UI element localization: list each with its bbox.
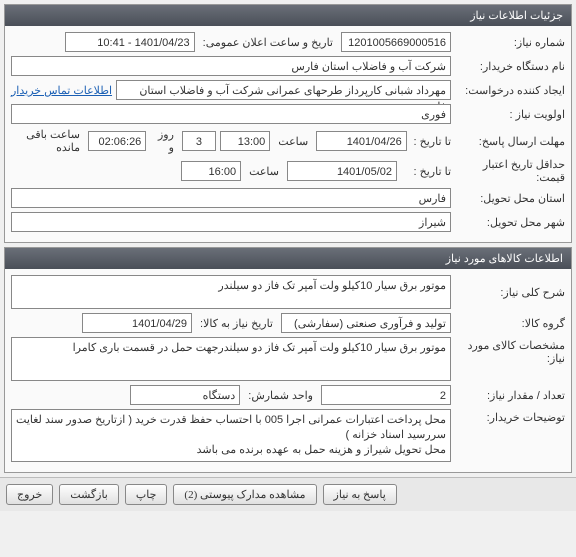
panel1-body: شماره نیاز: 1201005669000516 تاریخ و ساع…	[5, 26, 571, 242]
panel2-body: شرح کلی نیاز: موتور برق سیار 10کیلو ولت …	[5, 269, 571, 472]
row-qty: تعداد / مقدار نیاز: 2 واحد شمارش: دستگاه	[11, 385, 565, 405]
desc-label: شرح کلی نیاز:	[455, 286, 565, 299]
days-field: 3	[182, 131, 216, 151]
need-number-label: شماره نیاز:	[455, 36, 565, 49]
row-buyer: نام دستگاه خریدار: شرکت آب و فاضلاب استا…	[11, 56, 565, 76]
days-label: روز و	[150, 128, 178, 154]
creator-label: ایجاد کننده درخواست:	[455, 84, 565, 97]
deadline-label: مهلت ارسال پاسخ:	[455, 135, 565, 148]
buyer-label: نام دستگاه خریدار:	[455, 60, 565, 73]
need-date-label: تاریخ نیاز به کالا:	[196, 317, 277, 330]
priority-field: فوری	[11, 104, 451, 124]
buyer-contact-link[interactable]: اطلاعات تماس خریدار	[11, 84, 112, 97]
group-label: گروه کالا:	[455, 317, 565, 330]
row-group: گروه کالا: تولید و فرآوری صنعتی (سفارشی)…	[11, 313, 565, 333]
city-label: شهر محل تحویل:	[455, 216, 565, 229]
desc-field: موتور برق سیار 10کیلو ولت آمپر تک فاز دو…	[11, 275, 451, 309]
deadline-time-field: 13:00	[220, 131, 270, 151]
panel2-title: اطلاعات کالاهای مورد نیاز	[5, 248, 571, 269]
unit-label: واحد شمارش:	[244, 389, 317, 402]
row-need-number: شماره نیاز: 1201005669000516 تاریخ و ساع…	[11, 32, 565, 52]
panel1-title: جزئیات اطلاعات نیاز	[5, 5, 571, 26]
row-city: شهر محل تحویل: شیراز	[11, 212, 565, 232]
row-province: استان محل تحویل: فارس	[11, 188, 565, 208]
row-deadline: مهلت ارسال پاسخ: تا تاریخ : 1401/04/26 س…	[11, 128, 565, 154]
qty-label: تعداد / مقدار نیاز:	[455, 389, 565, 402]
priority-label: اولویت نیاز :	[455, 108, 565, 121]
exit-button[interactable]: خروج	[6, 484, 53, 505]
province-field: فارس	[11, 188, 451, 208]
deadline-date-field: 1401/04/26	[316, 131, 407, 151]
row-creator: ایجاد کننده درخواست: مهرداد شبانی کارپرد…	[11, 80, 565, 100]
remain-time-field: 02:06:26	[88, 131, 146, 151]
row-desc: شرح کلی نیاز: موتور برق سیار 10کیلو ولت …	[11, 275, 565, 309]
time-label-2: ساعت	[245, 165, 283, 178]
price-valid-time-field: 16:00	[181, 161, 241, 181]
city-field: شیراز	[11, 212, 451, 232]
unit-field: دستگاه	[130, 385, 240, 405]
until-label: تا تاریخ :	[411, 135, 451, 148]
row-spec: مشخصات کالای مورد نیاز: موتور برق سیار 1…	[11, 337, 565, 381]
respond-button[interactable]: پاسخ به نیاز	[323, 484, 397, 505]
need-date-field: 1401/04/29	[82, 313, 192, 333]
buyer-notes-field: محل پرداخت اعتبارات عمرانی اجرا 005 با ا…	[11, 409, 451, 462]
price-valid-until: تا تاریخ :	[401, 165, 451, 178]
price-valid-date-field: 1401/05/02	[287, 161, 397, 181]
view-docs-button[interactable]: مشاهده مدارک پیوستی (2)	[173, 484, 316, 505]
row-priority: اولویت نیاز : فوری	[11, 104, 565, 124]
back-button[interactable]: بازگشت	[59, 484, 119, 505]
spec-label: مشخصات کالای مورد نیاز:	[455, 337, 565, 365]
spec-field: موتور برق سیار 10کیلو ولت آمپر تک فاز دو…	[11, 337, 451, 381]
print-button[interactable]: چاپ	[125, 484, 168, 505]
announce-field: 1401/04/23 - 10:41	[65, 32, 195, 52]
price-valid-label: حداقل تاریخ اعتبار قیمت:	[455, 158, 565, 184]
province-label: استان محل تحویل:	[455, 192, 565, 205]
row-price-valid: حداقل تاریخ اعتبار قیمت: تا تاریخ : 1401…	[11, 158, 565, 184]
buyer-notes-label: توضیحات خریدار:	[455, 409, 565, 424]
buyer-field: شرکت آب و فاضلاب استان فارس	[11, 56, 451, 76]
row-buyer-notes: توضیحات خریدار: محل پرداخت اعتبارات عمرا…	[11, 409, 565, 462]
need-number-field: 1201005669000516	[341, 32, 451, 52]
creator-field: مهرداد شبانی کارپرداز طرحهای عمرانی شرکت…	[116, 80, 451, 100]
qty-field: 2	[321, 385, 451, 405]
goods-info-panel: اطلاعات کالاهای مورد نیاز شرح کلی نیاز: …	[4, 247, 572, 473]
need-details-panel: جزئیات اطلاعات نیاز شماره نیاز: 12010056…	[4, 4, 572, 243]
remain-label: ساعت باقی مانده	[11, 128, 84, 154]
footer-bar: خروج بازگشت چاپ مشاهده مدارک پیوستی (2) …	[0, 477, 576, 511]
time-label-1: ساعت	[274, 135, 312, 148]
group-field: تولید و فرآوری صنعتی (سفارشی)	[281, 313, 451, 333]
announce-label: تاریخ و ساعت اعلان عمومی:	[199, 36, 337, 49]
